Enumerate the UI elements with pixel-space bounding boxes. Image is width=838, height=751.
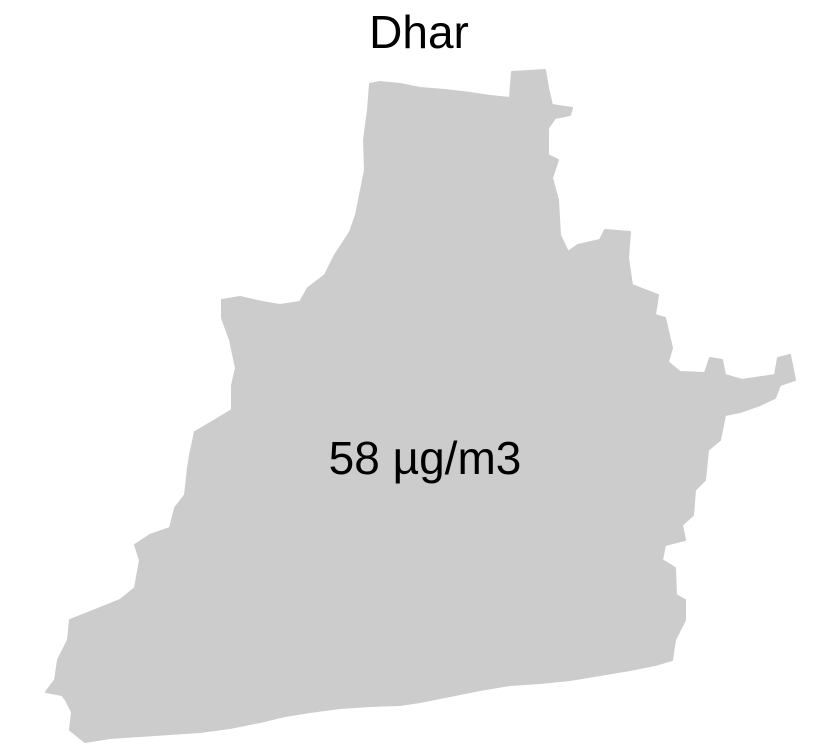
dhar-district-shape	[45, 69, 796, 743]
map-title: Dhar	[369, 6, 469, 58]
region-value-label: 58 µg/m3	[328, 432, 522, 484]
